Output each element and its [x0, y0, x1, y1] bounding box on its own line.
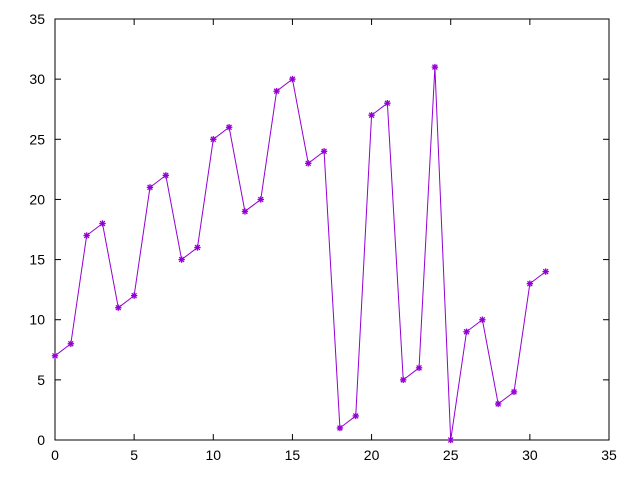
- x-tick-label: 20: [364, 447, 380, 463]
- data-point: [273, 87, 280, 95]
- x-tick-label: 5: [130, 447, 138, 463]
- y-tick-label: 0: [37, 432, 45, 448]
- y-tick-label: 5: [37, 372, 45, 388]
- series-layer: [51, 63, 549, 444]
- data-point: [336, 424, 344, 432]
- data-point: [83, 232, 90, 239]
- data-point: [51, 352, 59, 359]
- y-tick-label: 25: [29, 131, 45, 147]
- data-point: [146, 184, 154, 191]
- data-point: [463, 328, 470, 335]
- x-tick-label: 35: [601, 447, 617, 463]
- data-point: [99, 220, 106, 227]
- data-point: [289, 75, 296, 83]
- data-point: [479, 316, 486, 323]
- data-point: [352, 412, 359, 420]
- y-tick-label: 30: [29, 71, 45, 87]
- data-point: [431, 63, 439, 71]
- data-point: [67, 340, 75, 347]
- data-point: [368, 112, 375, 119]
- axes: 0 5 10 15 20 25 30 35 0 5 10 15 20 25 30 35: [29, 11, 617, 463]
- y-tick-label: 20: [29, 191, 45, 207]
- data-point: [115, 304, 122, 311]
- data-point: [384, 100, 391, 107]
- x-tick-label: 25: [443, 447, 459, 463]
- data-point: [447, 436, 454, 444]
- data-point: [225, 124, 233, 131]
- y-tick-label: 35: [29, 11, 45, 27]
- x-tick-label: 10: [205, 447, 221, 463]
- data-point: [400, 376, 407, 384]
- y-tick-label: 10: [29, 312, 45, 328]
- x-tick-label: 30: [522, 447, 538, 463]
- y-tick-label: 15: [29, 252, 45, 268]
- data-point: [415, 364, 423, 372]
- data-point: [257, 196, 264, 203]
- series-line: [54, 67, 546, 441]
- x-tick-label: 0: [51, 447, 59, 463]
- data-point: [526, 280, 534, 287]
- data-point: [162, 172, 169, 179]
- data-point: [178, 256, 185, 263]
- data-point: [510, 388, 518, 396]
- plot-border: [54, 18, 610, 441]
- data-point: [241, 208, 249, 215]
- data-point: [542, 268, 549, 275]
- data-point: [305, 160, 312, 167]
- data-point: [495, 400, 502, 408]
- data-point: [194, 244, 201, 251]
- x-tick-label: 15: [285, 447, 301, 463]
- data-point: [320, 148, 328, 155]
- data-point: [210, 136, 217, 143]
- data-point: [130, 292, 138, 299]
